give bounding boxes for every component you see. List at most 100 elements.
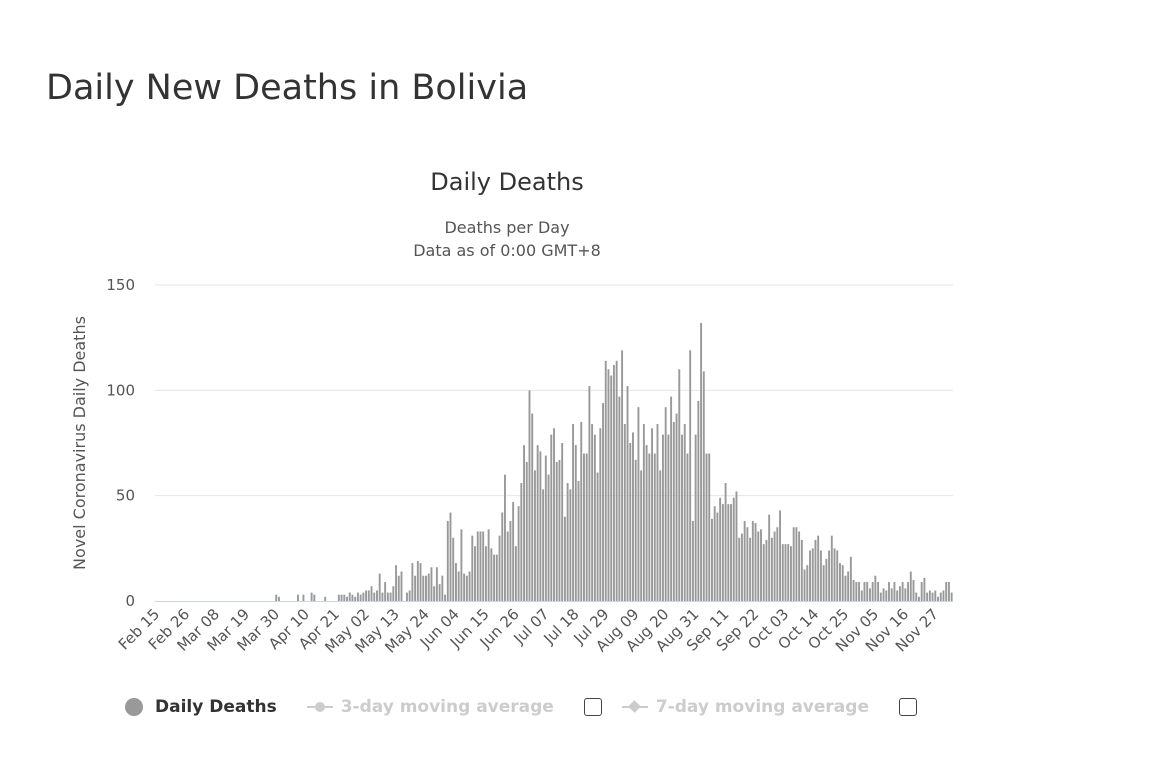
bar [419,563,422,601]
bar [858,582,860,601]
bar [577,480,580,601]
bar [918,596,920,601]
bar [904,588,907,601]
bar [934,590,937,601]
bar [525,461,528,601]
bar [760,529,762,601]
bar [708,453,711,601]
bar [781,544,784,601]
bar [784,544,787,601]
bar [544,455,547,601]
bar [435,567,438,601]
bar [901,582,904,601]
bar [645,445,648,601]
bar [430,567,433,601]
bar [637,407,640,601]
bar [482,531,485,601]
bar [493,554,496,601]
bar [765,539,768,601]
bar [460,529,463,601]
bar [607,369,610,601]
bar [542,489,545,601]
bar [787,544,790,601]
bar [471,535,474,601]
bar [490,548,493,601]
bar [370,586,373,601]
bar [310,592,313,601]
chart-subtitle-2: Data as of 0:00 GMT+8 [413,241,601,260]
bar [719,497,722,601]
bar [640,470,643,601]
bar [928,590,931,601]
bar [346,596,348,601]
bar [661,434,664,601]
bar [392,586,395,601]
bar [697,400,700,601]
bar [721,504,724,601]
bar [574,445,577,601]
bar [893,582,896,601]
bar [550,434,553,601]
bar [376,590,378,601]
bar [890,588,893,601]
bar [484,546,487,601]
bar [746,527,749,601]
bar [512,501,515,601]
bar [847,571,850,601]
y-tick-label: 100 [106,381,135,399]
bar [700,322,703,601]
bar [514,546,517,601]
bar [672,421,675,601]
bar [465,575,468,601]
bar [425,575,427,601]
bar [773,531,776,601]
bar [885,590,888,601]
3-day-average-checkbox[interactable] [583,698,602,716]
bar [517,506,520,601]
bar [395,565,397,601]
bar [596,472,599,601]
bar [454,563,457,601]
y-tick-label: 150 [106,276,135,294]
bar [689,350,692,601]
bar [738,537,741,601]
bar [868,588,871,601]
bar [422,575,425,601]
bar [828,550,831,601]
7-day-average-checkbox[interactable] [898,698,917,716]
bar [444,594,447,601]
bar [553,428,555,601]
bar [809,550,811,601]
bar [572,424,575,601]
bar [920,582,923,601]
chart-title: Daily Deaths [430,168,583,196]
bar [457,571,460,601]
bar [479,531,482,601]
bar [348,592,351,601]
bar [520,483,523,601]
legend-item-3-day-average[interactable]: 3-day moving average [306,697,554,717]
bar [740,533,743,601]
bar [523,445,525,601]
bar [389,592,392,601]
bar [623,424,626,601]
bar [789,546,792,601]
bar [612,365,615,601]
bar [888,582,890,601]
bar [792,527,795,601]
bar [441,575,444,601]
bar [762,544,765,601]
legend-item-7-day-average[interactable]: 7-day moving average [621,697,869,717]
bar [664,407,667,601]
bar [705,453,708,601]
y-tick-label: 50 [116,487,135,505]
bar [947,582,950,601]
bar [340,594,343,601]
legend-item-daily-deaths[interactable]: Daily Deaths [125,697,277,717]
bar [732,497,735,601]
bar [563,516,566,601]
bar [509,520,512,601]
bar [849,556,852,601]
bar [539,451,542,601]
